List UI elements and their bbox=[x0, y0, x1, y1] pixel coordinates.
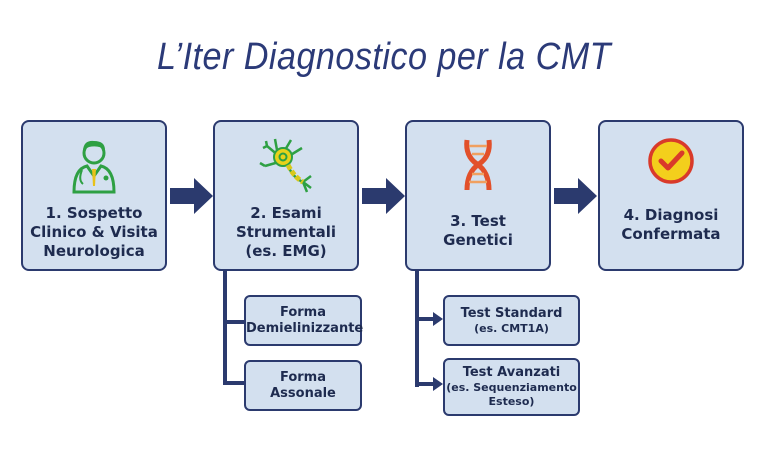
step-4-box: 4. Diagnosi Confermata bbox=[598, 120, 744, 271]
exam-branch-connector bbox=[223, 381, 245, 385]
arrow-to-advanced-test bbox=[415, 377, 443, 391]
branch-detail: (es. Sequenziamento Esteso) bbox=[446, 381, 577, 408]
arrow-step1-to-step2 bbox=[170, 178, 213, 214]
step-1-box: 1. Sospetto Clinico & Visita Neurologica bbox=[21, 120, 167, 271]
step-2-box: 2. Esami Strumentali (es. EMG) bbox=[213, 120, 359, 271]
step-1-label: 1. Sospetto Clinico & Visita Neurologica bbox=[30, 204, 158, 260]
branch-label: Test Avanzati bbox=[462, 365, 561, 380]
branch-label: Forma Assonale bbox=[270, 369, 336, 401]
branch-axonal: Forma Assonale bbox=[244, 360, 362, 411]
doctor-icon bbox=[69, 136, 119, 194]
arrow-to-standard-test bbox=[415, 312, 443, 326]
branch-demyelinating: Forma Demielinizzante bbox=[244, 295, 364, 346]
diagram-title: L’Iter Diagnostico per la CMT bbox=[156, 36, 612, 78]
dna-icon bbox=[453, 136, 503, 194]
genetic-branch-connector bbox=[415, 271, 419, 387]
step-3-label: 3. Test Genetici bbox=[443, 212, 513, 249]
checkmark-icon bbox=[646, 136, 696, 186]
neuron-icon bbox=[257, 136, 315, 194]
branch-advanced-test: Test Avanzati (es. Sequenziamento Esteso… bbox=[443, 358, 580, 416]
step-2-label: 2. Esami Strumentali (es. EMG) bbox=[235, 204, 337, 260]
branch-label: Forma Demielinizzante bbox=[246, 304, 364, 336]
step-3-box: 3. Test Genetici bbox=[405, 120, 551, 271]
branch-detail: (es. CMT1A) bbox=[474, 321, 549, 335]
exam-branch-connector bbox=[223, 271, 227, 385]
arrow-step2-to-step3 bbox=[362, 178, 405, 214]
branch-label: Test Standard bbox=[460, 305, 563, 321]
exam-branch-connector bbox=[223, 320, 245, 324]
step-4-label: 4. Diagnosi Confermata bbox=[621, 206, 721, 243]
branch-standard-test: Test Standard (es. CMT1A) bbox=[443, 295, 580, 346]
arrow-step3-to-step4 bbox=[554, 178, 597, 214]
